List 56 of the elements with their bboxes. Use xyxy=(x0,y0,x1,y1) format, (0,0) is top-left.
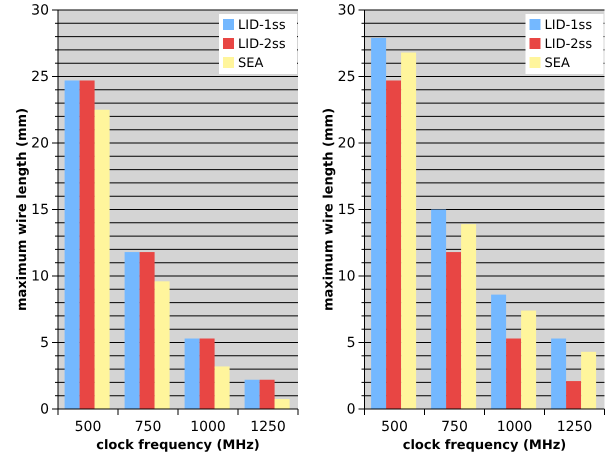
y-tick-label: 30 xyxy=(338,2,356,18)
bar xyxy=(431,210,446,409)
bar xyxy=(140,252,155,409)
bar xyxy=(154,281,170,409)
x-tick-label: 500 xyxy=(381,418,408,435)
bar xyxy=(401,52,416,409)
x-tick-label: 1250 xyxy=(250,418,286,435)
y-tick-label: 15 xyxy=(31,202,49,218)
bar xyxy=(244,380,260,409)
bar xyxy=(80,80,95,409)
bar xyxy=(491,294,506,409)
y-axis-title: maximum wire length (mm) xyxy=(15,108,30,312)
x-tick-label: 1000 xyxy=(496,418,532,435)
bar xyxy=(551,338,566,409)
bar xyxy=(64,80,80,409)
x-tick-label: 500 xyxy=(74,418,102,435)
y-tick-label: 30 xyxy=(31,2,49,18)
y-tick-label: 0 xyxy=(40,401,49,418)
y-tick-label: 5 xyxy=(40,334,49,351)
legend-label: LID-1ss xyxy=(238,18,286,33)
y-tick-label: 20 xyxy=(31,135,49,152)
y-axis-title: maximum wire length (mm) xyxy=(322,108,336,312)
bar xyxy=(581,352,596,409)
legend-label: LID-2ss xyxy=(544,37,592,52)
y-tick-label: 20 xyxy=(338,135,356,152)
bar xyxy=(521,310,536,409)
bar xyxy=(371,38,386,409)
y-tick-label: 25 xyxy=(338,68,356,85)
bar xyxy=(260,380,275,409)
x-tick-label: 1000 xyxy=(190,418,226,435)
x-axis-title: clock frequency (MHz) xyxy=(402,438,566,453)
y-tick-label: 25 xyxy=(31,68,49,85)
x-axis-title: clock frequency (MHz) xyxy=(96,438,260,453)
bar xyxy=(274,399,290,409)
y-tick-label: 5 xyxy=(346,334,356,351)
legend-label: SEA xyxy=(544,56,570,71)
bar xyxy=(461,224,476,409)
legend-label: SEA xyxy=(238,56,264,71)
bar xyxy=(94,110,110,409)
bar xyxy=(386,80,402,409)
x-tick-label: 1250 xyxy=(556,418,592,435)
legend-label: LID-1ss xyxy=(544,18,592,33)
bar xyxy=(200,338,215,409)
bar xyxy=(506,338,522,409)
y-tick-label: 0 xyxy=(346,401,356,418)
x-tick-label: 750 xyxy=(441,418,468,435)
bar xyxy=(184,338,200,409)
y-tick-label: 15 xyxy=(338,202,356,218)
bar xyxy=(214,366,230,409)
legend-label: LID-2ss xyxy=(238,37,286,52)
bar xyxy=(446,252,462,409)
y-tick-label: 10 xyxy=(31,268,49,284)
bar xyxy=(124,252,140,409)
bar xyxy=(566,381,582,409)
x-tick-label: 750 xyxy=(134,418,162,435)
y-tick-label: 10 xyxy=(338,268,356,284)
